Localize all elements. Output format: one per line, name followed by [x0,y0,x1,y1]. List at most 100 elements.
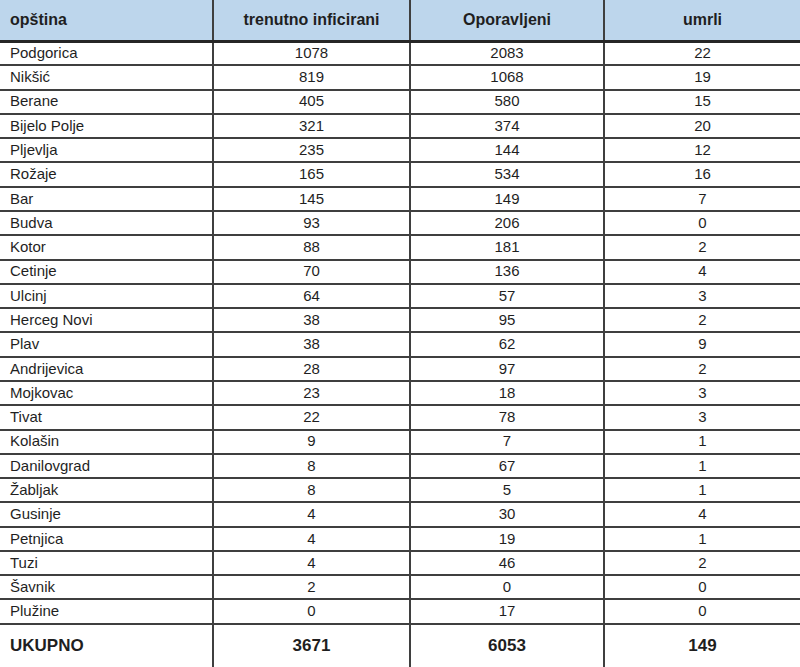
municipality-name: Cetinje [0,260,213,284]
municipality-name: Kolašin [0,430,213,454]
value-cell: 534 [410,162,604,186]
value-cell: 38 [213,332,410,356]
value-cell: 206 [410,211,604,235]
value-cell: 3 [604,381,800,405]
municipality-name: Rožaje [0,162,213,186]
municipality-name: Plav [0,332,213,356]
municipality-name: Ulcinj [0,284,213,308]
municipality-name: Berane [0,90,213,114]
value-cell: 0 [604,575,800,599]
municipality-name: Andrijevica [0,357,213,381]
table-row: Cetinje701364 [0,260,800,284]
value-cell: 1 [604,527,800,551]
value-cell: 64 [213,284,410,308]
table-row: Bar1451497 [0,187,800,211]
value-cell: 2 [213,575,410,599]
value-cell: 144 [410,138,604,162]
table-row: Žabljak851 [0,478,800,502]
table-row: Šavnik200 [0,575,800,599]
value-cell: 4 [604,260,800,284]
value-cell: 580 [410,90,604,114]
table-header: opštinatrenutno inficiraniOporavljeniumr… [0,0,800,41]
value-cell: 149 [410,187,604,211]
table-row: Ulcinj64573 [0,284,800,308]
municipality-name: Bar [0,187,213,211]
value-cell: 8 [213,454,410,478]
value-cell: 57 [410,284,604,308]
value-cell: 145 [213,187,410,211]
value-cell: 23 [213,381,410,405]
table-row: Plav38629 [0,332,800,356]
value-cell: 181 [410,235,604,259]
table-row: Podgorica1078208322 [0,41,800,65]
value-cell: 2 [604,235,800,259]
value-cell: 1078 [213,41,410,65]
value-cell: 4 [604,502,800,526]
value-cell: 46 [410,551,604,575]
value-cell: 62 [410,332,604,356]
municipality-name: Kotor [0,235,213,259]
table-row: Andrijevica28972 [0,357,800,381]
value-cell: 235 [213,138,410,162]
value-cell: 28 [213,357,410,381]
value-cell: 38 [213,308,410,332]
value-cell: 9 [213,430,410,454]
value-cell: 88 [213,235,410,259]
table-row: Mojkovac23183 [0,381,800,405]
municipality-name: Petnjica [0,527,213,551]
value-cell: 1 [604,478,800,502]
value-cell: 4 [213,527,410,551]
value-cell: 70 [213,260,410,284]
value-cell: 20 [604,114,800,138]
value-cell: 165 [213,162,410,186]
value-cell: 19 [410,527,604,551]
table-footer: UKUPNO36716053149 [0,624,800,667]
value-cell: 0 [213,599,410,624]
municipality-name: Budva [0,211,213,235]
column-header-opstina: opština [0,0,213,41]
value-cell: 93 [213,211,410,235]
municipality-name: Tuzi [0,551,213,575]
totals-label: UKUPNO [0,624,213,667]
table-row: Danilovgrad8671 [0,454,800,478]
municipality-name: Tivat [0,405,213,429]
value-cell: 2 [604,357,800,381]
table-row: Kotor881812 [0,235,800,259]
table-row: Petnjica4191 [0,527,800,551]
municipality-name: Herceg Novi [0,308,213,332]
value-cell: 321 [213,114,410,138]
municipality-name: Gusinje [0,502,213,526]
municipality-name: Danilovgrad [0,454,213,478]
value-cell: 405 [213,90,410,114]
value-cell: 12 [604,138,800,162]
value-cell: 22 [213,405,410,429]
table-screenshot: opštinatrenutno inficiraniOporavljeniumr… [0,0,800,667]
municipality-name: Pljevlja [0,138,213,162]
value-cell: 1068 [410,65,604,89]
value-cell: 819 [213,65,410,89]
value-cell: 1 [604,454,800,478]
value-cell: 22 [604,41,800,65]
table-row: Pljevlja23514412 [0,138,800,162]
value-cell: 0 [604,599,800,624]
value-cell: 95 [410,308,604,332]
value-cell: 136 [410,260,604,284]
totals-value: 6053 [410,624,604,667]
value-cell: 97 [410,357,604,381]
value-cell: 0 [410,575,604,599]
value-cell: 8 [213,478,410,502]
value-cell: 2 [604,551,800,575]
value-cell: 3 [604,405,800,429]
table-row: Berane40558015 [0,90,800,114]
value-cell: 5 [410,478,604,502]
municipality-name: Šavnik [0,575,213,599]
totals-value: 149 [604,624,800,667]
totals-row: UKUPNO36716053149 [0,624,800,667]
table-row: Budva932060 [0,211,800,235]
value-cell: 9 [604,332,800,356]
table-row: Kolašin971 [0,430,800,454]
value-cell: 67 [410,454,604,478]
column-header-oporavljeni: Oporavljeni [410,0,604,41]
municipality-name: Mojkovac [0,381,213,405]
municipality-name: Plužine [0,599,213,624]
